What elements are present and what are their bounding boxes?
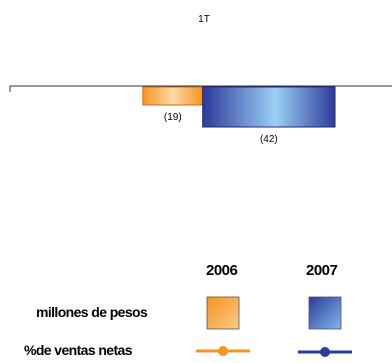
legend-line-2007: [298, 347, 352, 357]
legend-year-2007: 2007: [306, 262, 338, 279]
bar-label-2007: (42): [260, 134, 278, 145]
legend-box-2006: [206, 296, 240, 330]
legend-label-millones: millones de pesos: [36, 304, 148, 320]
bar-label-2006: (19): [164, 112, 182, 123]
legend-year-2006: 2006: [206, 262, 238, 279]
legend-line-2006: [196, 346, 250, 356]
bar-2007: [202, 86, 336, 128]
bar-2006: [142, 86, 204, 106]
chart-title: 1T: [198, 14, 210, 25]
bars-layer: (19) (42): [142, 86, 336, 145]
legend-label-ventas: %de ventas netas: [24, 342, 133, 358]
legend-box-2007: [308, 296, 342, 330]
